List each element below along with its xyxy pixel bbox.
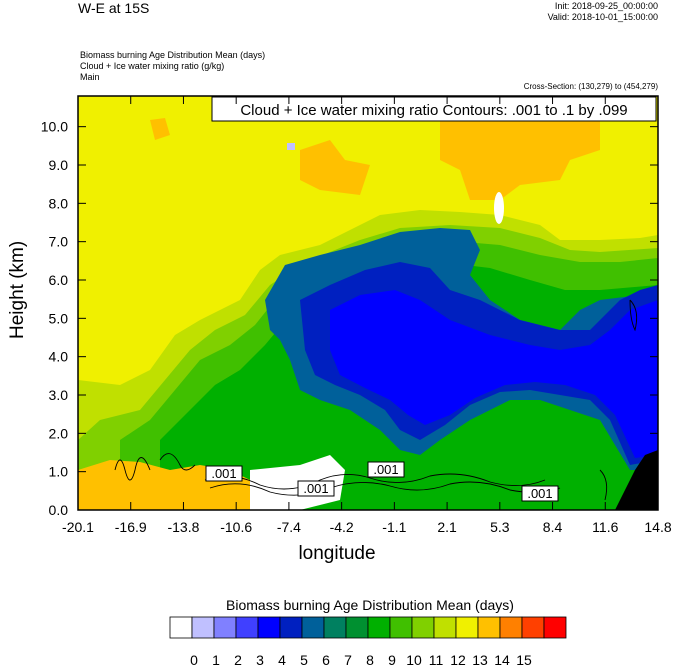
y-tick-label: 6.0 (49, 272, 69, 288)
x-tick-label: 2.1 (437, 519, 457, 535)
plot-title: W-E at 15S (78, 0, 150, 16)
colorbar-label: 9 (388, 652, 396, 667)
init-time: Init: 2018-09-25_00:00:00 (554, 1, 658, 11)
colorbar-label: 3 (256, 652, 264, 667)
colorbar-swatch (191, 616, 215, 639)
colorbar-swatch (257, 616, 281, 639)
colorbar-swatch (433, 616, 457, 639)
colorbar-swatch (411, 616, 435, 639)
colorbar-swatch (301, 616, 325, 639)
y-tick-label: 1.0 (49, 464, 69, 480)
plot-frame (77, 95, 659, 511)
y-tick-label: 10.0 (41, 119, 68, 135)
colorbar-label: 8 (366, 652, 374, 667)
y-axis: 0.0 1.0 2.0 3.0 4.0 5.0 6.0 7.0 8.0 9.0 10.0 (41, 119, 658, 518)
x-tick-label: -1.1 (382, 519, 406, 535)
colorbar-label: 2 (234, 652, 242, 667)
field-name-age: Biomass burning Age Distribution Mean (d… (80, 50, 266, 60)
y-tick-label: 7.0 (49, 234, 69, 250)
colorbar-swatch (455, 616, 479, 639)
x-axis-label: longitude (298, 543, 376, 564)
field-name-main: Main (80, 72, 100, 82)
heatmap-field (78, 96, 658, 510)
colorbar-label: 13 (472, 652, 488, 667)
colorbar-swatch (213, 616, 237, 639)
y-tick-label: 0.0 (49, 502, 69, 518)
x-tick-label: -20.1 (62, 519, 94, 535)
colorbar: 0 1 2 3 4 5 6 7 8 9 10 11 12 13 14 15 (169, 616, 567, 667)
colorbar-label: 15 (516, 652, 532, 667)
valid-time: Valid: 2018-10-01_15:00:00 (547, 12, 658, 22)
x-tick-label: -4.2 (330, 519, 354, 535)
colorbar-label: 6 (322, 652, 330, 667)
colorbar-swatch (235, 616, 259, 639)
contour-label: .001 (527, 486, 552, 501)
colorbar-label: 0 (190, 652, 198, 667)
contour-note: Cloud + Ice water mixing ratio Contours:… (240, 102, 627, 119)
colorbar-label: 4 (278, 652, 286, 667)
colorbar-swatch (389, 616, 413, 639)
colorbar-label: 12 (450, 652, 466, 667)
x-tick-label: 5.3 (490, 519, 510, 535)
y-tick-label: 2.0 (49, 425, 69, 441)
x-tick-label: -10.6 (220, 519, 252, 535)
colorbar-swatch (323, 616, 347, 639)
colorbar-label: 14 (494, 652, 510, 667)
x-axis: -20.1 -16.9 -13.8 -10.6 -7.4 -4.2 -1.1 2.1 5.3 8.… (62, 96, 672, 535)
contour-label: .001 (211, 466, 236, 481)
colorbar-swatch (345, 616, 369, 639)
field-name-cloud: Cloud + Ice water mixing ratio (g/kg) (80, 61, 225, 71)
colorbar-swatch (521, 616, 545, 639)
y-tick-label: 9.0 (49, 157, 69, 173)
colorbar-swatch (169, 616, 193, 639)
cloud-contours (114, 299, 638, 501)
x-tick-label: 11.6 (592, 519, 618, 535)
x-tick-label: -7.4 (277, 519, 301, 535)
x-tick-label: -13.8 (167, 519, 199, 535)
y-tick-label: 5.0 (49, 310, 69, 326)
colorbar-swatch (279, 616, 303, 639)
contour-label: .001 (303, 481, 328, 496)
colorbar-swatch (543, 616, 567, 639)
y-axis-label: Height (km) (7, 240, 28, 339)
colorbar-label: 7 (344, 652, 352, 667)
contour-label: .001 (373, 462, 398, 477)
colorbar-label: 5 (300, 652, 308, 667)
colorbar-label: 11 (429, 652, 444, 667)
y-tick-label: 8.0 (49, 195, 69, 211)
x-tick-label: -16.9 (115, 519, 147, 535)
x-tick-label: 14.8 (644, 519, 671, 535)
cross-section-label: Cross-Section: (130,279) to (454,279) (523, 82, 658, 91)
colorbar-swatch (499, 616, 523, 639)
colorbar-swatch (367, 616, 391, 639)
colorbar-swatch (477, 616, 501, 639)
contour-note-box (211, 96, 657, 122)
x-tick-label: 8.4 (543, 519, 563, 535)
colorbar-label: 1 (212, 652, 220, 667)
colorbar-title: Biomass burning Age Distribution Mean (d… (226, 597, 514, 613)
y-tick-label: 4.0 (49, 349, 69, 365)
colorbar-label: 10 (406, 652, 422, 667)
y-tick-label: 3.0 (49, 387, 69, 403)
contour-label-group: .001 .001 .001 .001 (205, 461, 559, 502)
